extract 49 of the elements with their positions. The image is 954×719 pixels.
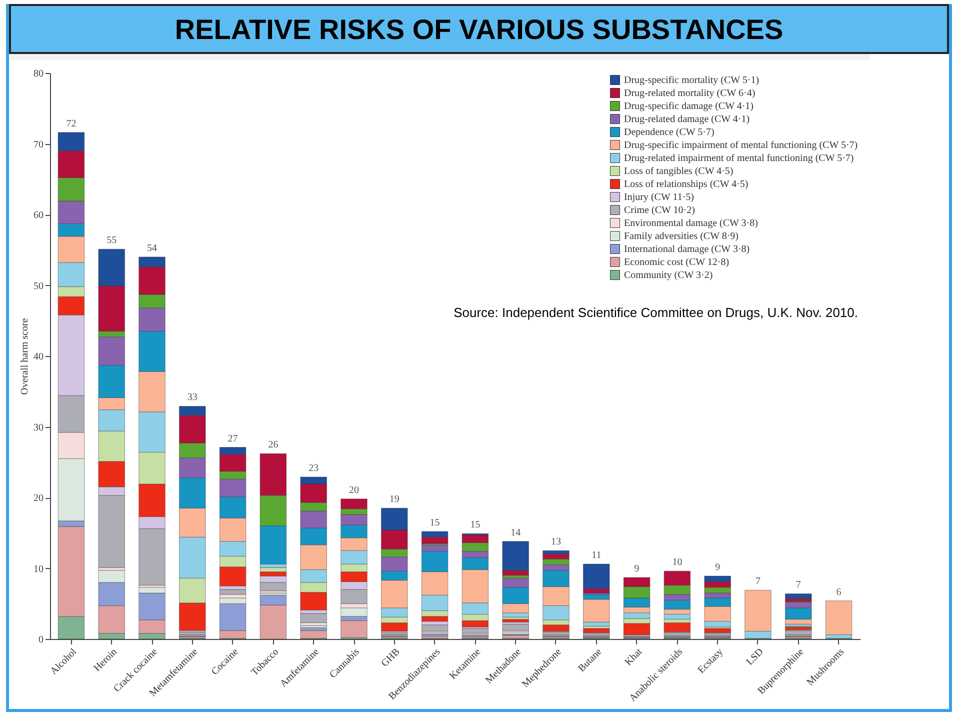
legend-label: Loss of relationships (CW 4·5) [624, 179, 748, 190]
total-label: 15 [430, 517, 440, 528]
total-label: 23 [308, 462, 319, 474]
legend-label: International damage (CW 3·8) [624, 244, 750, 255]
total-label: 72 [66, 118, 76, 130]
y-tick-label: 20 [34, 493, 44, 504]
total-label: 7 [755, 576, 760, 588]
total-label: 54 [147, 242, 158, 254]
legend-label: Drug-specific impairment of mental functioning (CW 5·7) [624, 140, 858, 151]
legend-label: Loss of tangibles (CW 4·5) [624, 166, 734, 177]
y-tick-label: 10 [34, 564, 44, 575]
legend-label: Drug-specific damage (CW 4·1) [624, 101, 754, 112]
total-label: 7 [796, 580, 801, 591]
y-tick-label: 0 [38, 634, 44, 646]
total-label: 6 [836, 586, 842, 598]
y-axis-title: Overall harm score [20, 318, 30, 395]
total-label: 26 [268, 440, 278, 451]
y-tick-label: 40 [34, 352, 44, 362]
legend-label: Family adversities (CW 8·9) [624, 231, 739, 242]
x-tick-label: Khat [623, 646, 645, 668]
y-tick-label: 50 [34, 280, 44, 292]
legend-label: Injury (CW 11·5) [624, 192, 694, 203]
legend-label: Drug-related damage (CW 4·1) [624, 114, 750, 125]
legend-label: Drug-related mortality (CW 6·4) [624, 88, 756, 99]
legend-label: Dependence (CW 5·7) [624, 127, 714, 138]
total-label: 27 [228, 433, 238, 444]
total-label: 14 [510, 527, 521, 538]
legend-label: Community (CW 3·2) [624, 270, 713, 281]
total-label: 9 [715, 562, 720, 574]
legend-label: Drug-related impairment of mental functioning (CW 5·7) [624, 153, 854, 164]
total-label: 19 [389, 494, 400, 506]
total-label: 15 [470, 520, 480, 531]
y-tick-label: 70 [34, 139, 44, 150]
legend-label: Drug-specific mortality (CW 5·1) [624, 75, 760, 86]
total-label: 11 [592, 550, 602, 562]
total-label: 10 [672, 557, 682, 568]
y-tick-label: 30 [34, 422, 44, 434]
total-label: 9 [634, 563, 640, 574]
y-tick-label: 80 [34, 68, 44, 80]
total-label: 33 [187, 392, 198, 404]
total-label: 55 [106, 235, 117, 246]
y-tick-label: 60 [34, 210, 44, 221]
legend-label: Environmental damage (CW 3·8) [624, 218, 758, 229]
legend-label: Crime (CW 10·2) [624, 205, 695, 216]
chart-title: RELATIVE RISKS OF VARIOUS SUBSTANCES [9, 4, 949, 54]
annotation: Source: Independent Scientifice Committee on Drugs, U.K. Nov. 2010. [454, 305, 858, 320]
total-label: 20 [349, 484, 360, 496]
legend-label: Economic cost (CW 12·8) [624, 257, 730, 268]
total-label: 13 [550, 536, 561, 548]
